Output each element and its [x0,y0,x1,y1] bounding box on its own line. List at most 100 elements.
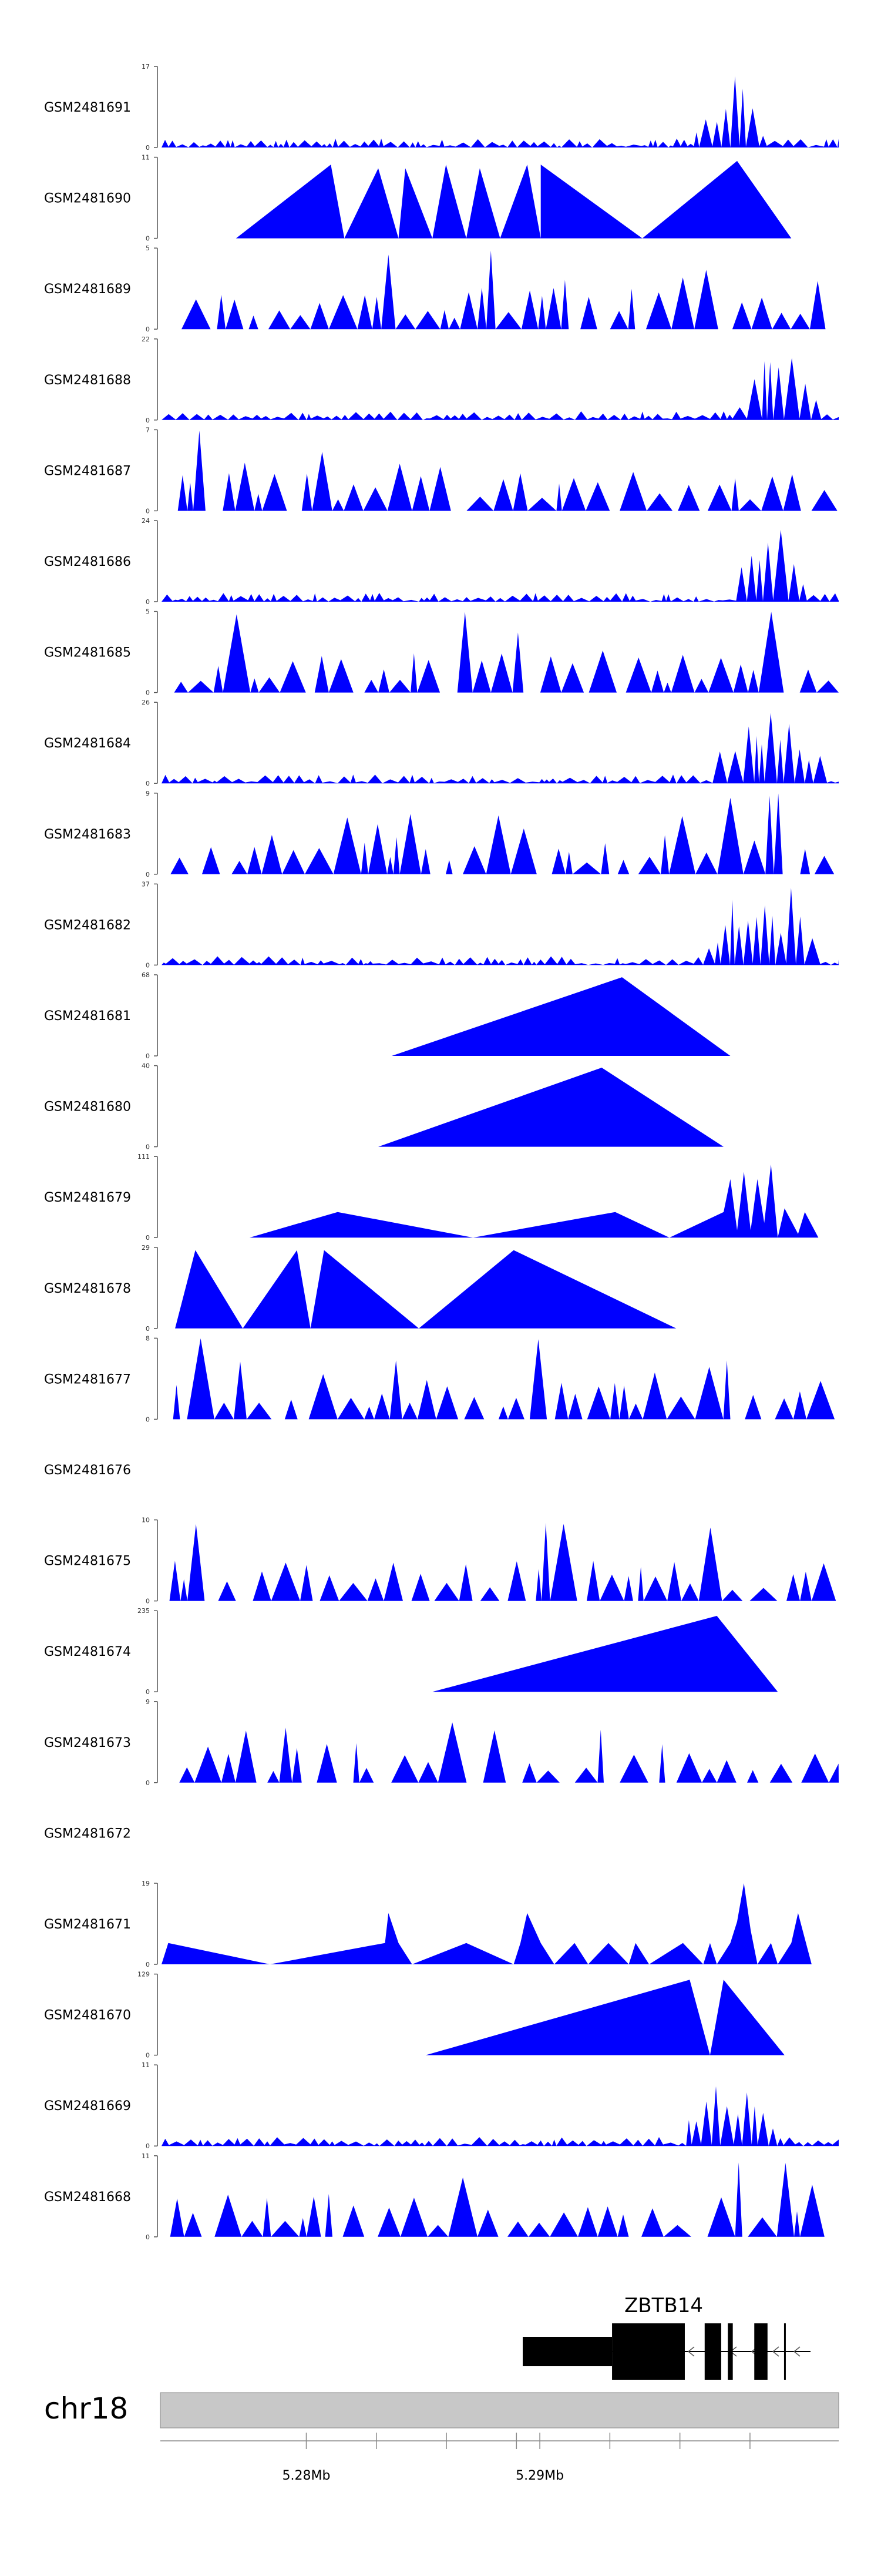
y-tick-label-zero: 0 [146,1598,150,1605]
track-GSM2481682: GSM2481682 37 0 [44,880,839,969]
y-tick-label-max: 37 [142,880,150,888]
y-tick-label-zero: 0 [146,2142,150,2150]
y-tick-label-zero: 0 [146,1325,150,1333]
track-GSM2481686: GSM2481686 24 0 [44,517,839,606]
y-tick-label-zero: 0 [146,961,150,969]
signal-area [162,76,839,147]
track-label: GSM2481669 [44,2099,131,2114]
y-tick-label-max: 26 [142,699,150,706]
signal-area [162,529,839,602]
track-label: GSM2481686 [44,555,131,569]
y-tick-label-zero: 0 [146,1779,150,1787]
track-GSM2481677: GSM2481677 8 0 [44,1334,839,1423]
track-label: GSM2481682 [44,918,131,933]
track-GSM2481680: GSM2481680 40 0 [44,1062,724,1151]
signal-area [378,1068,724,1147]
track-label: GSM2481676 [44,1463,131,1478]
track-GSM2481687: GSM2481687 7 0 [44,426,839,515]
track-label: GSM2481672 [44,1826,131,1841]
signal-area [179,1722,839,1783]
y-tick-label-zero: 0 [146,2052,150,2060]
signal-area [392,977,731,1056]
y-tick-label-max: 129 [137,1971,150,1978]
y-tick-label-zero: 0 [146,1688,150,1696]
y-tick-label-max: 24 [142,517,150,525]
strand-arrow-icon [687,2346,695,2357]
track-GSM2481673: GSM2481673 9 0 [44,1698,839,1787]
y-tick-label-zero: 0 [146,1416,150,1423]
gene-exon [784,2323,786,2380]
track-GSM2481684: GSM2481684 26 0 [44,699,839,787]
chromosome-label: chr18 [44,2391,128,2426]
track-GSM2481679: GSM2481679 111 0 [44,1153,819,1242]
y-tick-label-zero: 0 [146,598,150,606]
track-label: GSM2481670 [44,2008,131,2023]
y-tick-label-zero: 0 [146,507,150,515]
track-GSM2481689: GSM2481689 5 0 [44,244,839,333]
genome-axis-track: chr18 5.28Mb 5.29Mb [44,2391,839,2483]
signal-area [425,1980,785,2055]
y-tick-label-max: 5 [146,244,150,252]
y-tick-label-max: 11 [142,2061,150,2069]
track-GSM2481691: GSM2481691 17 0 [44,63,839,152]
y-tick-label-zero: 0 [146,1234,150,1242]
track-label: GSM2481678 [44,1282,131,1296]
y-tick-label-zero: 0 [146,871,150,878]
position-tick-label: 5.28Mb [283,2468,331,2483]
signal-area [162,713,839,784]
track-GSM2481688: GSM2481688 22 0 [44,336,839,424]
track-GSM2481672: GSM2481672 [44,1826,131,1841]
track-label: GSM2481685 [44,646,131,660]
track-label: GSM2481684 [44,736,131,751]
track-GSM2481668: GSM2481668 11 0 [44,2152,839,2241]
track-label: GSM2481674 [44,1645,131,1659]
y-tick-label-max: 10 [142,1517,150,1524]
y-tick-label-zero: 0 [146,689,150,697]
track-GSM2481678: GSM2481678 29 0 [44,1244,677,1333]
gene-exon [612,2323,685,2380]
chromosome-band [160,2392,839,2429]
track-GSM2481674: GSM2481674 235 0 [44,1607,778,1696]
y-tick-label-max: 9 [146,1698,150,1706]
y-tick-label-max: 19 [142,1880,150,1887]
track-label: GSM2481681 [44,1009,131,1024]
y-tick-label-zero: 0 [146,1052,150,1060]
strand-arrow-icon [793,2346,801,2357]
signal-area [162,358,839,420]
gene-annotation-track: ZBTB14 [523,2294,811,2380]
y-tick-label-zero: 0 [146,2233,150,2241]
y-tick-label-max: 17 [142,63,150,71]
y-tick-label-zero: 0 [146,235,150,243]
strand-arrow-icon [772,2346,779,2357]
signal-area [174,612,839,693]
track-label: GSM2481675 [44,1554,131,1569]
track-GSM2481690: GSM2481690 11 0 [44,154,792,243]
y-tick-label-zero: 0 [146,780,150,787]
position-tick-label: 5.29Mb [516,2468,564,2483]
track-label: GSM2481687 [44,464,131,478]
signal-area [162,1883,812,1964]
y-tick-label-zero: 0 [146,1961,150,1968]
track-label: GSM2481677 [44,1372,131,1387]
signal-area [432,1616,778,1692]
y-tick-label-max: 11 [142,2152,150,2160]
track-GSM2481671: GSM2481671 19 0 [44,1880,812,1968]
y-tick-label-max: 9 [146,790,150,797]
signal-area [181,250,839,330]
track-GSM2481676: GSM2481676 [44,1463,131,1478]
y-tick-label-max: 40 [142,1062,150,1070]
y-tick-label-zero: 0 [146,1143,150,1151]
y-tick-label-max: 22 [142,336,150,343]
signal-area [173,1338,839,1420]
track-GSM2481681: GSM2481681 68 0 [44,971,731,1060]
track-GSM2481670: GSM2481670 129 0 [44,1971,785,2060]
track-label: GSM2481691 [44,100,131,115]
track-label: GSM2481673 [44,1736,131,1750]
track-GSM2481675: GSM2481675 10 0 [44,1517,839,1605]
track-label: GSM2481671 [44,1917,131,1932]
track-label: GSM2481679 [44,1190,131,1205]
gene-exon [523,2337,613,2366]
y-tick-label-max: 7 [146,426,150,434]
